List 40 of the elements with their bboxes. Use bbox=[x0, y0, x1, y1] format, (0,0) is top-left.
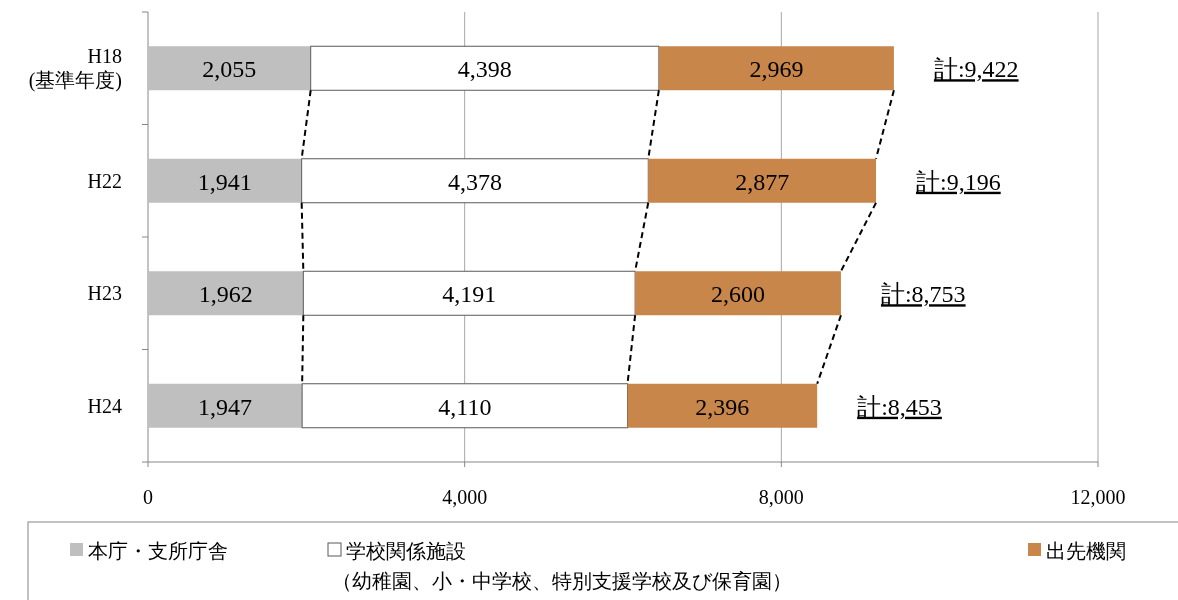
data-label: 2,396 bbox=[695, 393, 750, 420]
data-label: 2,877 bbox=[735, 168, 790, 195]
y-tick-label: H18 (基準年度) bbox=[28, 45, 122, 93]
x-tick-label: 8,000 bbox=[758, 486, 804, 508]
y-tick-label: H22 bbox=[87, 169, 122, 192]
data-label: 1,941 bbox=[197, 168, 252, 195]
bar bbox=[148, 158, 302, 203]
x-tick-label: 0 bbox=[143, 486, 153, 508]
bar bbox=[148, 271, 304, 316]
bar bbox=[635, 271, 841, 316]
bar bbox=[627, 383, 818, 428]
total-label: 計:8,753 bbox=[880, 281, 966, 308]
bar bbox=[148, 46, 311, 91]
legend-label: 学校関係施設 bbox=[346, 540, 466, 562]
bar bbox=[648, 158, 877, 203]
data-label: 2,600 bbox=[711, 281, 766, 308]
data-label: 2,969 bbox=[749, 56, 804, 83]
legend-label: 出先機関 bbox=[1046, 540, 1126, 562]
bar bbox=[148, 383, 303, 428]
y-tick-label: H24 bbox=[87, 394, 122, 417]
total-label: 計:9,422 bbox=[933, 56, 1019, 83]
data-label: 1,962 bbox=[198, 281, 253, 308]
text: （幼稚園、小・中学校、特別支援学校及び保育園） bbox=[332, 570, 792, 592]
x-tick-label: 12,000 bbox=[1070, 486, 1126, 508]
x-tick-label: 4,000 bbox=[442, 486, 488, 508]
bar bbox=[301, 383, 629, 429]
bar bbox=[301, 158, 649, 204]
data-label: 4,110 bbox=[438, 393, 492, 420]
bar bbox=[658, 46, 894, 91]
total-label: 計:9,196 bbox=[916, 168, 1001, 195]
bar bbox=[310, 45, 660, 91]
data-label: 4,398 bbox=[457, 56, 512, 83]
y-tick-label: H23 bbox=[87, 282, 122, 305]
data-label: 4,191 bbox=[442, 281, 497, 308]
data-label: 1,947 bbox=[198, 393, 253, 420]
data-label: 2,055 bbox=[202, 56, 257, 83]
total-label: 計:8,453 bbox=[857, 393, 942, 420]
data-label: 4,378 bbox=[447, 168, 502, 195]
legend-label: 本庁・支所庁舎 bbox=[88, 540, 228, 562]
bar bbox=[302, 270, 636, 316]
